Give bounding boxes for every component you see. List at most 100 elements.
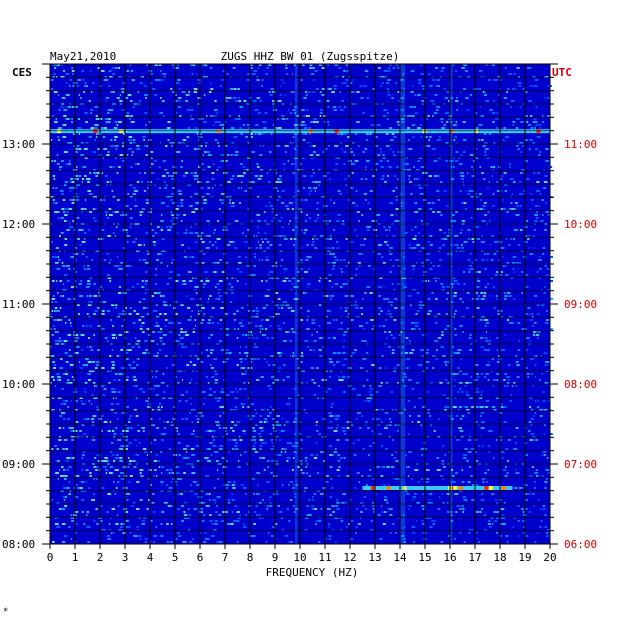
texture-speck (417, 364, 421, 366)
texture-speck (541, 415, 544, 417)
texture-speck (529, 406, 531, 408)
texture-speck (177, 322, 182, 324)
texture-speck (126, 406, 129, 408)
texture-speck (282, 280, 287, 282)
texture-speck (345, 439, 349, 441)
texture-speck (179, 88, 181, 90)
texture-speck (389, 313, 392, 315)
texture-speck (279, 439, 282, 441)
texture-speck (469, 529, 471, 531)
texture-speck (495, 271, 499, 273)
texture-speck (334, 256, 337, 258)
texture-speck (368, 397, 373, 399)
texture-speck (535, 355, 538, 357)
texture-speck (413, 541, 415, 543)
texture-speck (447, 382, 451, 384)
texture-speck (272, 124, 274, 126)
texture-speck (119, 355, 121, 357)
texture-speck (481, 373, 484, 375)
texture-speck (180, 328, 183, 330)
texture-speck (528, 313, 530, 315)
texture-speck (435, 322, 438, 324)
texture-speck (150, 172, 155, 174)
texture-speck (168, 472, 171, 474)
texture-speck (195, 241, 198, 243)
texture-speck (536, 271, 539, 273)
texture-speck (426, 391, 430, 393)
texture-speck (269, 433, 273, 435)
texture-speck (476, 148, 478, 150)
texture-speck (84, 268, 86, 270)
texture-speck (64, 373, 68, 375)
texture-speck (96, 454, 100, 456)
texture-speck (299, 319, 303, 321)
texture-speck (157, 178, 159, 180)
texture-speck (86, 295, 89, 297)
texture-speck (52, 202, 55, 204)
texture-speck (204, 457, 206, 459)
texture-speck (359, 502, 364, 504)
texture-speck (135, 163, 137, 165)
texture-speck (303, 292, 305, 294)
texture-speck (152, 511, 156, 513)
texture-speck (336, 508, 340, 510)
texture-speck (415, 289, 417, 291)
texture-speck (117, 481, 120, 483)
texture-speck (103, 259, 107, 261)
texture-speck (436, 277, 440, 279)
texture-speck (119, 154, 124, 156)
texture-speck (209, 514, 212, 516)
texture-speck (259, 247, 263, 249)
texture-speck (358, 145, 360, 147)
texture-speck (142, 448, 147, 450)
texture-speck (354, 229, 356, 231)
texture-speck (535, 469, 538, 471)
texture-speck (284, 238, 288, 240)
texture-speck (139, 325, 143, 327)
texture-speck (76, 166, 78, 168)
texture-speck (71, 538, 73, 540)
texture-speck (312, 67, 315, 69)
texture-speck (455, 511, 458, 513)
texture-speck (221, 457, 226, 459)
texture-speck (88, 136, 92, 138)
texture-speck (478, 445, 481, 447)
texture-speck (386, 466, 390, 468)
texture-speck (420, 424, 423, 426)
texture-speck (177, 382, 180, 384)
texture-speck (234, 247, 237, 249)
texture-speck (276, 145, 281, 147)
texture-speck (101, 328, 105, 330)
texture-speck (234, 277, 236, 279)
texture-speck (60, 295, 63, 297)
texture-speck (365, 322, 369, 324)
texture-speck (167, 229, 172, 231)
texture-speck (56, 373, 60, 375)
texture-speck (171, 472, 174, 474)
texture-speck (378, 295, 381, 297)
texture-speck (240, 454, 242, 456)
texture-speck (153, 244, 156, 246)
texture-speck (208, 319, 211, 321)
texture-speck (118, 166, 121, 168)
texture-speck (57, 217, 60, 219)
texture-speck (405, 157, 409, 159)
texture-speck (131, 346, 135, 348)
texture-speck (461, 415, 465, 417)
texture-speck (487, 445, 491, 447)
texture-speck (455, 415, 459, 417)
texture-speck (435, 358, 439, 360)
texture-speck (369, 388, 374, 390)
texture-speck (547, 115, 551, 117)
texture-speck (328, 523, 331, 525)
texture-speck (167, 505, 171, 507)
texture-speck (541, 454, 546, 456)
texture-speck (63, 115, 67, 117)
texture-speck (93, 466, 97, 468)
texture-speck (140, 475, 144, 477)
texture-speck (479, 166, 482, 168)
texture-speck (538, 154, 541, 156)
texture-speck (428, 73, 431, 75)
texture-speck (303, 232, 306, 234)
texture-speck (340, 109, 344, 111)
